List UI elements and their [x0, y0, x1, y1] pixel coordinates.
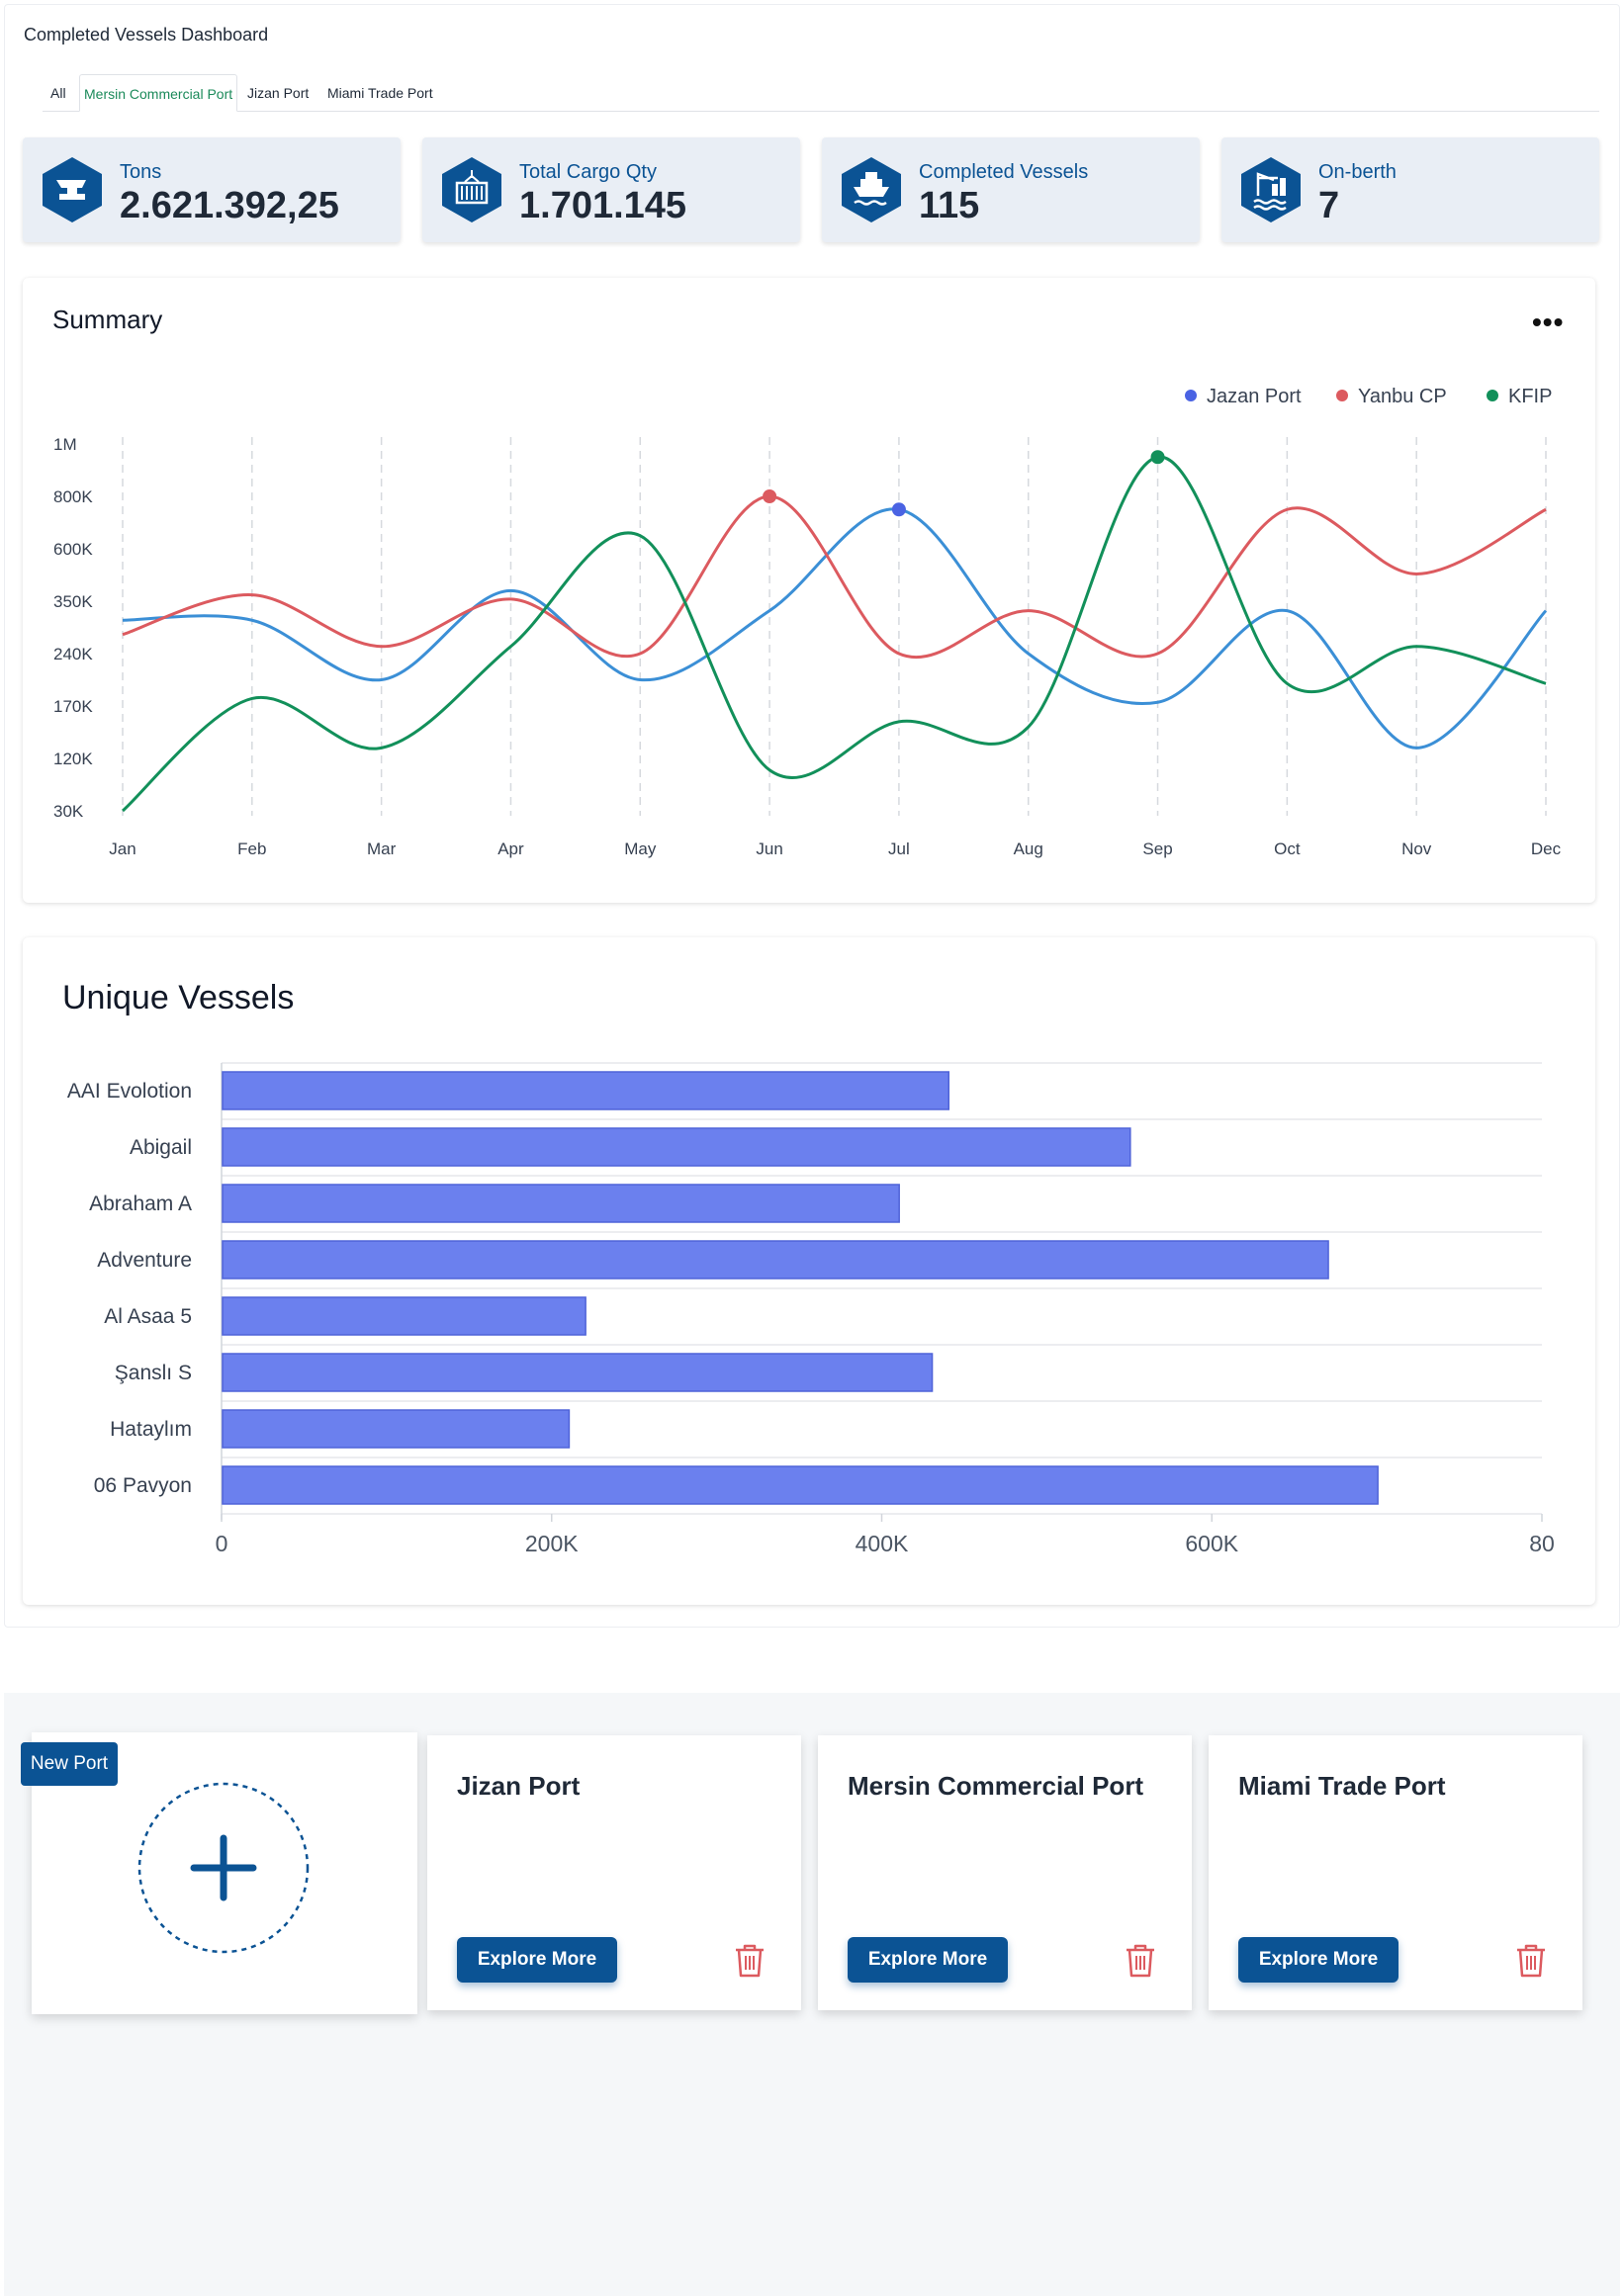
- summary-card: Summary •••: [23, 278, 1595, 903]
- bar: [222, 1353, 934, 1392]
- legend-jazan-port[interactable]: Jazan Port: [1185, 386, 1302, 408]
- explore-more-button[interactable]: Explore More: [457, 1937, 617, 1983]
- x-tick-label: Jan: [109, 839, 135, 858]
- category-label: Abigail: [130, 1136, 192, 1159]
- legend-dot-icon: [1185, 390, 1197, 401]
- x-tick-label: 600K: [1185, 1531, 1238, 1556]
- container-icon: [442, 157, 501, 222]
- x-tick-label: Mar: [367, 839, 397, 858]
- explore-more-button[interactable]: Explore More: [1238, 1937, 1398, 1983]
- ship-icon: [842, 157, 901, 222]
- bar: [222, 1409, 571, 1449]
- category-label: Hataylım: [110, 1418, 192, 1441]
- port-name: Miami Trade Port: [1238, 1771, 1446, 1801]
- port-name: Jizan Port: [457, 1771, 581, 1801]
- x-tick-label: Aug: [1014, 839, 1043, 858]
- summary-title: Summary: [52, 305, 163, 334]
- x-tick-label: Jun: [756, 839, 782, 858]
- crane-icon: [1241, 157, 1301, 222]
- kpi-on-berth-label: On-berth: [1318, 161, 1397, 183]
- category-label: 06 Pavyon: [94, 1474, 192, 1497]
- kpi-vessels-value: 115: [919, 185, 980, 226]
- bar: [222, 1240, 1329, 1280]
- kpi-cargo-value: 1.701.145: [519, 185, 687, 226]
- series-line-kfip: [122, 455, 1547, 813]
- kpi-total-cargo-qty: Total Cargo Qty 1.701.145: [422, 137, 800, 242]
- dashboard-title: Completed Vessels Dashboard: [24, 25, 269, 44]
- more-options-button[interactable]: •••: [1532, 307, 1565, 337]
- port-card-mersin: Mersin Commercial Port Explore More: [818, 1735, 1192, 2010]
- port-tabs: All Mersin Commercial Port Jizan Port Mi…: [43, 74, 1599, 112]
- kpi-completed-vessels: Completed Vessels 115: [822, 137, 1200, 242]
- data-point-marker: [891, 502, 906, 517]
- x-tick-label: Dec: [1531, 839, 1562, 858]
- tab-miami-trade-port[interactable]: Miami Trade Port: [327, 85, 433, 101]
- anvil-icon: [43, 157, 102, 222]
- unique-vessels-title: Unique Vessels: [62, 979, 295, 1016]
- legend-kfip[interactable]: KFIP: [1487, 386, 1552, 408]
- y-tick-label: 1M: [53, 435, 77, 454]
- legend-dot-icon: [1487, 390, 1498, 401]
- kpi-tons: Tons 2.621.392,25: [23, 137, 401, 242]
- x-tick-label: 400K: [856, 1531, 909, 1556]
- legend-dot-icon: [1336, 390, 1348, 401]
- x-tick-label: Jul: [888, 839, 910, 858]
- y-tick-label: 30K: [53, 802, 84, 821]
- data-point-marker: [1150, 450, 1165, 465]
- x-tick-label: Nov: [1401, 839, 1432, 858]
- port-name: Mersin Commercial Port: [848, 1771, 1144, 1801]
- tab-mersin-commercial-port[interactable]: Mersin Commercial Port: [79, 74, 238, 112]
- category-label: Al Asaa 5: [104, 1305, 192, 1328]
- series-line-jazan-port: [122, 507, 1548, 750]
- y-tick-label: 800K: [53, 487, 93, 506]
- data-point-marker: [763, 489, 777, 503]
- bar: [222, 1296, 586, 1336]
- legend-yanbu-cp[interactable]: Yanbu CP: [1336, 386, 1447, 408]
- legend-jazan-label: Jazan Port: [1207, 386, 1302, 407]
- summary-line-chart: Jan Feb Mar Apr May Jun Jul Aug Sep Oct Nov Dec 30K 1…: [53, 435, 1562, 858]
- trash-icon[interactable]: [733, 1943, 767, 1979]
- unique-vessels-bar-chart: AAI Evolotion Abigail Abraham A Adventure Al…: [67, 1062, 1555, 1556]
- kpi-tons-label: Tons: [120, 161, 162, 183]
- category-label: Abraham A: [89, 1192, 192, 1215]
- trash-icon[interactable]: [1514, 1943, 1548, 1979]
- legend-kfip-label: KFIP: [1508, 386, 1553, 407]
- category-label: AAI Evolotion: [67, 1080, 192, 1103]
- category-label: Adventure: [97, 1249, 192, 1272]
- x-tick-label: May: [624, 839, 657, 858]
- trash-icon[interactable]: [1124, 1943, 1157, 1979]
- port-card-miami: Miami Trade Port Explore More: [1209, 1735, 1582, 2010]
- category-label: Şanslı S: [115, 1362, 192, 1384]
- x-tick-label: 200K: [525, 1531, 579, 1556]
- bar: [222, 1465, 1379, 1505]
- bar: [222, 1184, 900, 1223]
- x-tick-label: Sep: [1142, 839, 1172, 858]
- kpi-on-berth: On-berth 7: [1221, 137, 1599, 242]
- y-tick-label: 170K: [53, 697, 93, 716]
- legend-yanbu-label: Yanbu CP: [1358, 386, 1447, 407]
- add-port-icon[interactable]: [136, 1781, 311, 1955]
- x-tick-label: 0: [216, 1531, 228, 1556]
- y-tick-label: 240K: [53, 645, 93, 663]
- kpi-cargo-label: Total Cargo Qty: [519, 161, 657, 183]
- port-card-jizan: Jizan Port Explore More: [427, 1735, 801, 2010]
- tab-all[interactable]: All: [50, 85, 66, 101]
- y-tick-label: 350K: [53, 592, 93, 611]
- bar: [222, 1071, 949, 1110]
- kpi-vessels-label: Completed Vessels: [919, 161, 1089, 183]
- new-port-badge: New Port: [21, 1742, 118, 1786]
- series-line-yanbu-cp: [122, 494, 1547, 660]
- kpi-on-berth-value: 7: [1318, 185, 1340, 226]
- tab-jizan-port[interactable]: Jizan Port: [247, 85, 310, 101]
- bar: [222, 1127, 1131, 1167]
- x-tick-label: Oct: [1274, 839, 1301, 858]
- y-tick-label: 600K: [53, 540, 93, 559]
- x-tick-label: 80: [1529, 1531, 1555, 1556]
- explore-more-button[interactable]: Explore More: [848, 1937, 1008, 1983]
- x-tick-label: Feb: [237, 839, 266, 858]
- kpi-tons-value: 2.621.392,25: [120, 185, 339, 226]
- x-tick-label: Apr: [497, 839, 524, 858]
- y-tick-label: 120K: [53, 750, 93, 768]
